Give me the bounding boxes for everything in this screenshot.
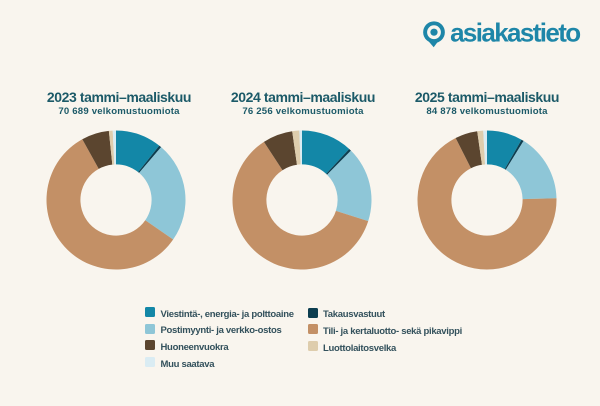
svg-text:asiakastieto: asiakastieto (450, 18, 580, 48)
